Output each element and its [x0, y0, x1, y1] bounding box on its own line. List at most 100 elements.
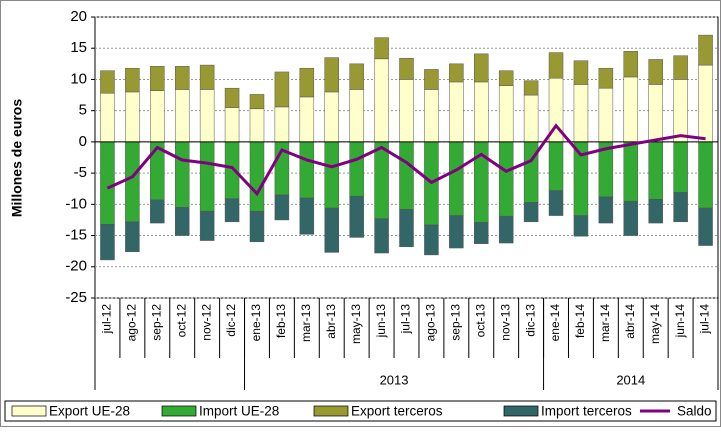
bar: [125, 141, 140, 223]
bar: [399, 79, 414, 143]
bar: [474, 53, 489, 83]
bar: [125, 67, 140, 93]
legend-label: Export UE-28: [49, 404, 130, 419]
bar: [449, 63, 464, 83]
x-tick-label: nov-13: [498, 304, 512, 341]
bar: [324, 141, 339, 209]
bar: [573, 60, 589, 85]
group-label: 2014: [616, 372, 645, 387]
bar: [673, 55, 688, 80]
y-tick-label: 0: [79, 133, 87, 150]
legend-swatch: [161, 405, 197, 417]
bar: [673, 192, 688, 223]
bar: [174, 89, 190, 143]
bar: [249, 141, 265, 212]
bar: [274, 106, 290, 143]
bar: [299, 141, 315, 199]
bar: [299, 67, 315, 98]
bar: [474, 222, 489, 244]
x-tick-label: feb-13: [274, 304, 288, 338]
bar: [349, 89, 364, 143]
bar: [349, 141, 364, 197]
bar: [374, 141, 389, 219]
y-tick-label: -15: [65, 227, 87, 244]
y-axis-label: Millones de euros: [9, 99, 25, 217]
bar: [324, 207, 339, 253]
legend-label: Import terceros: [541, 404, 632, 419]
bar: [498, 141, 514, 217]
bar: [449, 215, 464, 249]
bar: [224, 107, 240, 143]
bar: [274, 71, 290, 108]
x-tick-label: abr-13: [324, 304, 338, 339]
x-tick-label: ene-13: [249, 304, 263, 342]
bar: [673, 141, 688, 193]
bar: [648, 199, 663, 224]
bar: [150, 199, 165, 224]
x-tick-label: may-14: [648, 304, 662, 344]
bar: [100, 224, 115, 261]
bar: [199, 64, 215, 90]
bar: [474, 81, 489, 143]
bar: [498, 215, 514, 244]
x-tick-label: oct-13: [473, 304, 487, 338]
bar: [623, 76, 639, 143]
bar: [125, 91, 140, 143]
bar: [349, 195, 364, 238]
bar: [374, 37, 389, 60]
bar: [399, 209, 414, 248]
bar: [224, 141, 240, 199]
bar: [523, 94, 539, 143]
bar: [150, 66, 165, 91]
bar: [698, 141, 713, 209]
x-tick-label: sep-12: [149, 304, 163, 341]
y-tick-label: 20: [70, 8, 87, 25]
bar: [573, 215, 589, 237]
bar: [648, 84, 663, 143]
x-tick-label: mar-13: [299, 304, 313, 342]
bar: [249, 210, 265, 243]
legend-label: Saldo: [677, 404, 712, 419]
bar: [648, 59, 663, 85]
bar: [299, 197, 315, 235]
y-tick-label: 15: [70, 39, 87, 56]
bar: [125, 221, 140, 253]
bar: [498, 70, 514, 86]
bar: [199, 210, 215, 241]
bar: [698, 34, 713, 66]
bar: [424, 224, 439, 256]
bar: [598, 87, 614, 143]
bar: [598, 67, 614, 89]
legend-swatch: [11, 405, 47, 417]
bar: [199, 141, 215, 212]
bar: [150, 90, 165, 143]
bar: [548, 190, 564, 216]
x-tick-label: abr-14: [623, 304, 637, 339]
bar: [249, 94, 265, 110]
legend-label: Import UE-28: [199, 404, 279, 419]
bar: [174, 207, 190, 236]
legend-label: Export terceros: [351, 404, 443, 419]
x-tick-label: jun-13: [374, 304, 388, 339]
x-tick-label: dic-13: [523, 304, 537, 337]
bar: [224, 87, 240, 108]
bar: [324, 91, 339, 143]
y-tick-label: 10: [70, 70, 87, 87]
bar: [374, 58, 389, 143]
bar: [523, 202, 539, 223]
bar: [349, 63, 364, 90]
bar: [399, 57, 414, 80]
x-tick-label: jul-12: [100, 304, 114, 335]
bar: [698, 64, 713, 143]
x-tick-label: ene-14: [548, 304, 562, 342]
y-tick-label: -10: [65, 195, 87, 212]
bar: [199, 89, 215, 143]
bar: [224, 198, 240, 223]
x-tick-label: jul-13: [399, 304, 413, 335]
bar: [548, 52, 564, 79]
bar: [449, 81, 464, 143]
bar: [498, 85, 514, 143]
y-tick-label: -5: [74, 164, 87, 181]
bar: [424, 69, 439, 90]
